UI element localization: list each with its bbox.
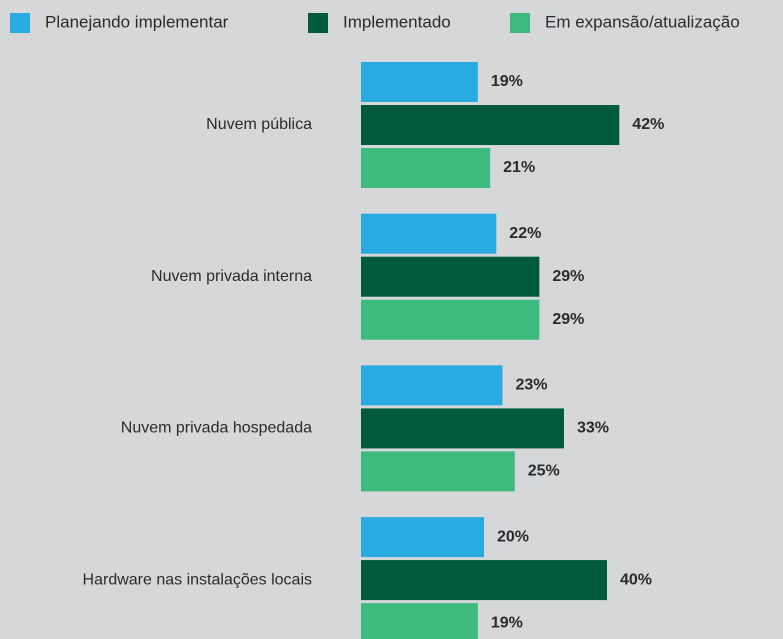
value-label: 29% <box>552 311 584 328</box>
legend-swatch <box>510 13 530 33</box>
value-label: 40% <box>620 571 652 588</box>
bar <box>361 365 503 406</box>
bar <box>361 560 607 601</box>
bar <box>361 105 620 145</box>
bar <box>361 62 478 102</box>
legend-label: Implementado <box>343 12 451 31</box>
category-label: Hardware nas instalações locais <box>83 571 312 588</box>
value-label: 42% <box>632 116 664 133</box>
value-label: 25% <box>528 463 560 480</box>
value-label: 21% <box>503 159 535 176</box>
bar <box>361 299 540 340</box>
bar <box>361 148 491 188</box>
value-label: 19% <box>491 614 523 631</box>
bar <box>361 213 497 254</box>
value-label: 33% <box>577 420 609 437</box>
bar <box>361 603 478 639</box>
value-label: 23% <box>515 377 547 394</box>
legend-swatch <box>10 13 30 33</box>
bar <box>361 408 564 449</box>
bar <box>361 451 515 492</box>
category-label: Nuvem pública <box>206 116 312 133</box>
category-label: Nuvem privada hospedada <box>121 420 312 437</box>
value-label: 19% <box>491 73 523 90</box>
legend-label: Em expansão/atualização <box>545 12 740 31</box>
value-label: 20% <box>497 528 529 545</box>
bar <box>361 517 484 558</box>
category-label: Nuvem privada interna <box>151 268 312 285</box>
value-label: 22% <box>509 225 541 242</box>
legend-swatch <box>308 13 328 33</box>
value-label: 29% <box>552 268 584 285</box>
bar <box>361 256 540 297</box>
legend-label: Planejando implementar <box>45 12 229 31</box>
